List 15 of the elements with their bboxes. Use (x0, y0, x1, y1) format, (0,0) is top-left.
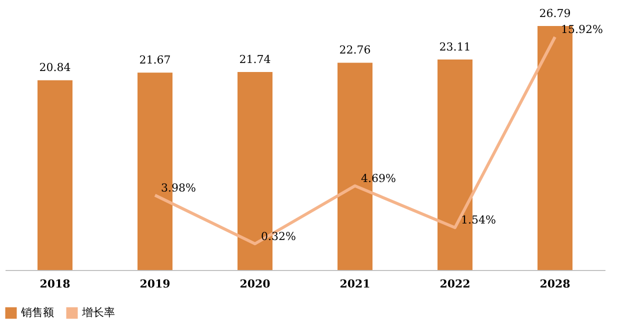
legend-label: 销售额 (20, 306, 54, 319)
bar (38, 80, 72, 270)
x-tick-label: 2020 (240, 278, 271, 290)
x-tick-label: 2021 (340, 278, 370, 290)
x-tick-label: 2019 (140, 278, 170, 290)
data-label: 21.67 (139, 54, 171, 67)
data-label: 20.84 (39, 61, 71, 74)
x-tick-label: 2022 (440, 278, 470, 290)
data-label: 22.76 (339, 44, 371, 57)
data-label: 23.11 (439, 40, 471, 54)
x-tick-label: 2018 (40, 278, 71, 290)
x-tick-label: 2028 (540, 278, 571, 290)
data-label: 21.74 (239, 53, 271, 66)
data-label: 26.79 (539, 7, 571, 20)
legend-label: 增长率 (81, 306, 115, 319)
